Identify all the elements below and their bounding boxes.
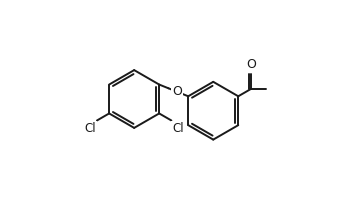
Text: Cl: Cl	[85, 122, 96, 135]
Text: O: O	[172, 85, 182, 98]
Text: O: O	[246, 58, 256, 71]
Text: Cl: Cl	[172, 122, 183, 135]
